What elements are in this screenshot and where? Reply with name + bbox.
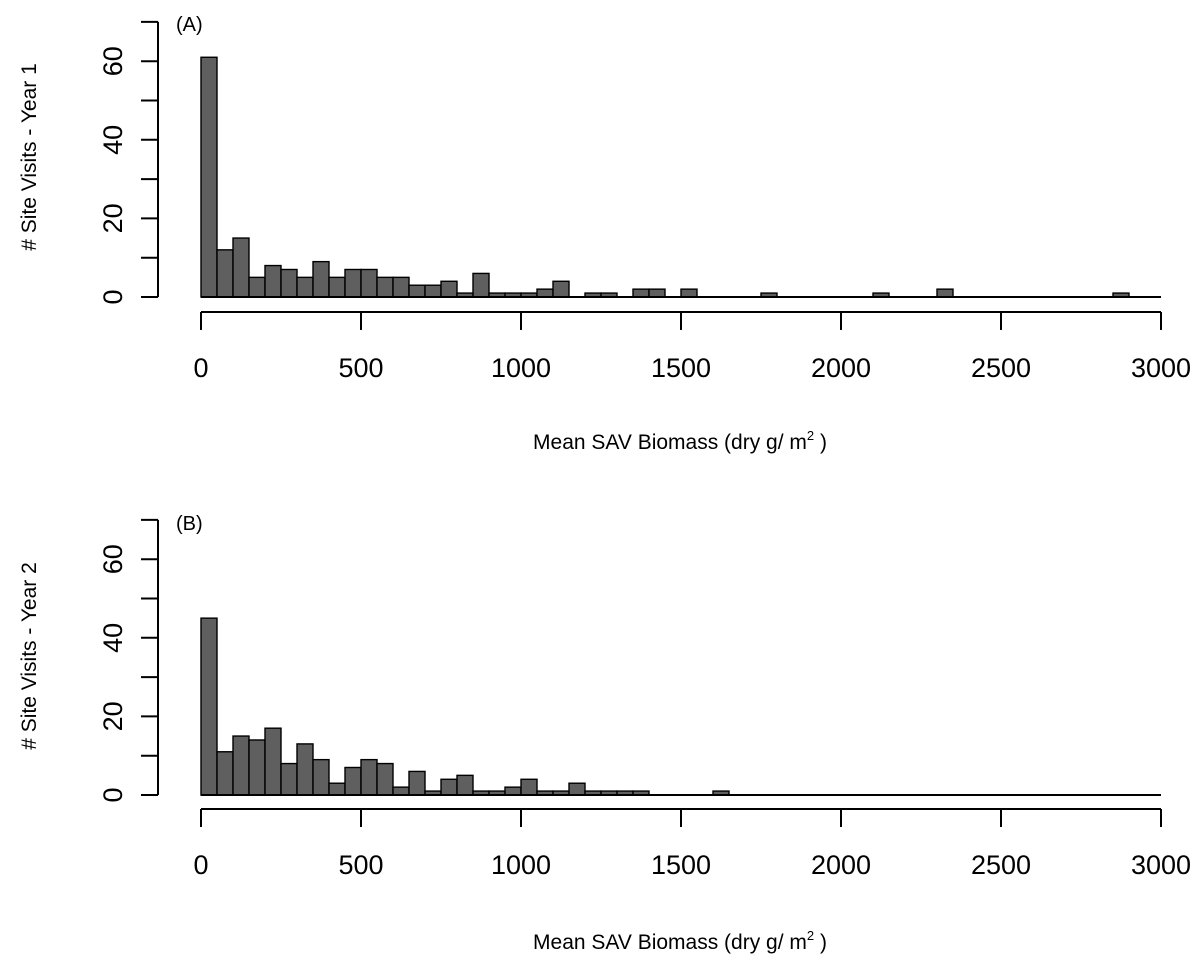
x-tick-label-a: 1500 <box>651 353 711 383</box>
histogram-bar-a <box>536 288 554 298</box>
x-axis-label-sup-b: 2 <box>807 928 814 943</box>
histogram-bar-a <box>360 268 378 298</box>
histogram-bar-a <box>632 288 650 298</box>
histogram-bar-b <box>344 766 362 796</box>
histogram-bar-b <box>520 778 538 796</box>
x-axis-label-end-a: ) <box>814 431 827 454</box>
y-tick-label-a: 20 <box>98 203 128 233</box>
histogram-bar-b <box>408 770 426 796</box>
histogram-bar-a <box>424 284 442 298</box>
histogram-bar-b <box>200 617 218 796</box>
histogram-bar-b <box>568 782 586 796</box>
histogram-bar-a <box>216 249 234 298</box>
panel-b: (B) 0 500 1000 1500 2000 2500 3000 0 20 40 60 # S… <box>18 513 1191 954</box>
histogram-bar-a <box>200 56 218 298</box>
y-tick-label-b: 60 <box>98 544 128 574</box>
histogram-bar-a <box>312 260 330 298</box>
x-tick-label-b: 2000 <box>811 850 871 880</box>
histogram-bar-a <box>280 268 298 298</box>
y-tick-label-b: 20 <box>98 701 128 731</box>
histogram-bars-b <box>200 617 1161 796</box>
histogram-bar-b <box>296 743 314 796</box>
panel-a: (A) 0 500 1000 1500 2000 2500 3000 0 20 40 60 # S… <box>18 14 1191 454</box>
x-tick-label-b: 500 <box>338 850 383 880</box>
histogram-bar-a <box>408 284 426 298</box>
x-tick-label-a: 2500 <box>971 353 1031 383</box>
x-axis-b: 0 500 1000 1500 2000 2500 3000 <box>193 808 1191 880</box>
histogram-bar-a <box>936 288 954 298</box>
histogram-bar-a <box>648 288 666 298</box>
x-tick-label-a: 2000 <box>811 353 871 383</box>
y-axis-b: 0 20 40 60 <box>98 518 159 803</box>
histogram-bar-b <box>376 762 394 796</box>
x-tick-label-a: 500 <box>338 353 383 383</box>
histogram-bar-b <box>360 758 378 796</box>
x-axis-label-end-b: ) <box>814 931 827 954</box>
histogram-bar-b <box>328 782 346 796</box>
histogram-bar-b <box>232 735 250 796</box>
histogram-bar-a <box>472 272 490 298</box>
x-axis-label-b: Mean SAV Biomass (dry g/ m2 ) <box>533 928 827 954</box>
histogram-bar-a <box>392 276 410 298</box>
histogram-bar-a <box>328 276 346 298</box>
y-axis-label-b: # Site Visits - Year 2 <box>18 562 41 750</box>
x-tick-label-a: 1000 <box>491 353 551 383</box>
histogram-bars-a <box>200 56 1161 298</box>
histogram-bar-b <box>264 727 282 796</box>
histogram-bar-a <box>552 280 570 298</box>
histogram-bar-b <box>216 751 234 796</box>
histogram-bar-a <box>680 288 698 298</box>
y-tick-label-b: 0 <box>98 787 128 802</box>
x-tick-label-b: 3000 <box>1131 850 1191 880</box>
x-axis-a: 0 500 1000 1500 2000 2500 3000 <box>193 311 1191 383</box>
y-tick-label-a: 60 <box>98 46 128 76</box>
y-tick-label-a: 0 <box>98 289 128 304</box>
histogram-bar-b <box>248 739 266 796</box>
x-tick-label-b: 1000 <box>491 850 551 880</box>
histogram-bar-a <box>248 276 266 298</box>
panel-label-b: (B) <box>176 513 203 535</box>
histogram-bar-b <box>504 786 522 796</box>
histogram-bar-a <box>376 276 394 298</box>
histogram-bar-b <box>440 778 458 796</box>
histogram-bar-b <box>280 762 298 796</box>
x-axis-label-a: Mean SAV Biomass (dry g/ m2 ) <box>533 428 827 454</box>
histogram-bar-b <box>312 758 330 796</box>
histogram-bar-a <box>344 268 362 298</box>
histogram-bar-a <box>440 280 458 298</box>
histogram-bar-b <box>392 786 410 796</box>
panel-label-a: (A) <box>176 14 203 36</box>
x-tick-label-b: 1500 <box>651 850 711 880</box>
x-tick-label-b: 2500 <box>971 850 1031 880</box>
y-tick-label-a: 40 <box>98 125 128 155</box>
histogram-bar-a <box>264 264 282 298</box>
y-axis-a: 0 20 40 60 <box>98 20 159 305</box>
y-tick-label-b: 40 <box>98 623 128 653</box>
x-tick-label-a: 0 <box>193 353 208 383</box>
x-tick-label-a: 3000 <box>1131 353 1191 383</box>
x-axis-label-text-b: Mean SAV Biomass (dry g/ m <box>533 931 807 954</box>
histogram-bar-b <box>456 774 474 796</box>
histogram-bar-a <box>232 237 250 298</box>
x-axis-label-sup-a: 2 <box>807 428 814 443</box>
x-axis-label-text-a: Mean SAV Biomass (dry g/ m <box>533 431 807 454</box>
y-axis-label-a: # Site Visits - Year 1 <box>18 63 41 251</box>
x-tick-label-b: 0 <box>193 850 208 880</box>
histogram-bar-a <box>296 276 314 298</box>
